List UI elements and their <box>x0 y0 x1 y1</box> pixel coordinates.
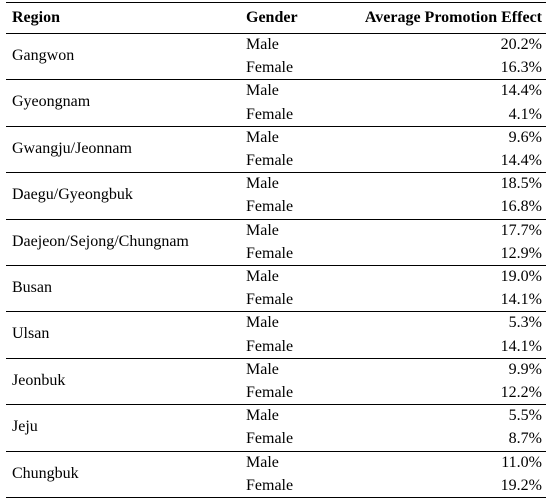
gender-cell: Male <box>246 36 279 53</box>
table-row: Female 19.2% <box>238 475 546 498</box>
table-row-group: Chungbuk Male 11.0% Female 19.2% <box>6 452 546 498</box>
gender-cell: Female <box>246 291 294 309</box>
effect-value-cell: 17.7% <box>500 221 542 239</box>
gender-cell: Male <box>246 82 279 100</box>
table-row: Female 16.8% <box>238 196 546 219</box>
region-cell: Jeju <box>12 418 38 436</box>
gender-cell: Female <box>246 105 294 123</box>
table-row: Female 14.4% <box>238 150 546 173</box>
effect-value-cell: 14.4% <box>500 151 542 169</box>
region-cell: Gwangju/Jeonnam <box>12 139 132 157</box>
gender-cell: Male <box>246 267 279 285</box>
header-average-promotion-effect: Average Promotion Effect <box>364 9 542 26</box>
table-row: Male 9.9% <box>238 359 546 382</box>
gender-cell: Female <box>246 476 294 494</box>
gender-cell: Female <box>246 59 294 77</box>
gender-cell: Female <box>246 198 294 216</box>
region-cell: Daegu/Gyeongbuk <box>12 186 133 204</box>
table-row-group: Gyeongnam Male 14.4% Female 4.1% <box>6 80 546 127</box>
table-row: Male 14.4% <box>238 80 546 103</box>
table-row: Female 12.2% <box>238 382 546 405</box>
region-cell: Daejeon/Sejong/Chungnam <box>12 232 189 250</box>
gender-cell: Female <box>246 430 294 448</box>
effect-value-cell: 20.2% <box>500 36 542 53</box>
gender-cell: Male <box>246 314 279 332</box>
gender-cell: Female <box>246 383 294 401</box>
gender-cell: Male <box>246 175 279 193</box>
gender-cell: Female <box>246 151 294 169</box>
table-row-group: Busan Male 19.0% Female 14.1% <box>6 266 546 313</box>
table-header-row: Region Gender Average Promotion Effect <box>6 2 546 34</box>
effect-value-cell: 19.2% <box>500 476 542 494</box>
gender-cell: Male <box>246 360 279 378</box>
table-row: Female 14.1% <box>238 289 546 312</box>
table-row: Female 12.9% <box>238 243 546 266</box>
region-cell: Jeonbuk <box>12 371 66 389</box>
table-row-group: Gwangju/Jeonnam Male 9.6% Female 14.4% <box>6 127 546 174</box>
table-row-group: Gangwon Male 20.2% Female 16.3% <box>6 34 546 81</box>
gender-cell: Female <box>246 244 294 262</box>
table-row: Male 18.5% <box>238 173 546 196</box>
effect-value-cell: 14.1% <box>500 337 542 355</box>
effect-value-cell: 9.9% <box>508 360 542 378</box>
effect-value-cell: 12.9% <box>500 244 542 262</box>
table-row-group: Ulsan Male 5.3% Female 14.1% <box>6 312 546 359</box>
effect-value-cell: 12.2% <box>500 383 542 401</box>
table-row-group: Daegu/Gyeongbuk Male 18.5% Female 16.8% <box>6 173 546 220</box>
header-region: Region <box>12 9 60 26</box>
table-body: Gangwon Male 20.2% Female 16.3% Gyeongnam Male… <box>6 34 546 498</box>
effect-value-cell: 8.7% <box>508 430 542 448</box>
table-row-group: Jeju Male 5.5% Female 8.7% <box>6 405 546 452</box>
effect-value-cell: 5.3% <box>508 314 542 332</box>
region-cell: Ulsan <box>12 325 50 343</box>
effect-value-cell: 14.1% <box>500 291 542 309</box>
table-row: Female 8.7% <box>238 428 546 451</box>
effect-value-cell: 5.5% <box>508 407 542 425</box>
effect-value-cell: 16.8% <box>500 198 542 216</box>
promotion-effect-table: Region Gender Average Promotion Effect G… <box>6 2 546 498</box>
gender-cell: Male <box>246 128 279 146</box>
table-row: Male 17.7% <box>238 220 546 243</box>
table-row: Male 9.6% <box>238 127 546 150</box>
table-row-group: Jeonbuk Male 9.9% Female 12.2% <box>6 359 546 406</box>
effect-value-cell: 9.6% <box>508 128 542 146</box>
table-row: Male 11.0% <box>238 452 546 475</box>
region-cell: Chungbuk <box>12 464 79 482</box>
region-cell: Gyeongnam <box>12 93 91 111</box>
region-cell: Busan <box>12 278 52 296</box>
effect-value-cell: 14.4% <box>500 82 542 100</box>
gender-cell: Male <box>246 407 279 425</box>
effect-value-cell: 19.0% <box>500 267 542 285</box>
effect-value-cell: 11.0% <box>501 453 542 471</box>
table-row: Female 14.1% <box>238 336 546 359</box>
effect-value-cell: 4.1% <box>508 105 542 123</box>
table-row-group: Daejeon/Sejong/Chungnam Male 17.7% Female 12… <box>6 220 546 266</box>
effect-value-cell: 18.5% <box>500 175 542 193</box>
gender-cell: Female <box>246 337 294 355</box>
table-row: Male 5.3% <box>238 312 546 335</box>
effect-value-cell: 16.3% <box>500 59 542 77</box>
region-cell: Gangwon <box>12 47 75 64</box>
table-row: Male 19.0% <box>238 266 546 289</box>
header-gender: Gender <box>246 9 298 26</box>
table-row: Female 4.1% <box>238 104 546 127</box>
gender-cell: Male <box>246 453 279 471</box>
gender-cell: Male <box>246 221 279 239</box>
table-row: Male 5.5% <box>238 405 546 428</box>
table-row: Male 20.2% <box>238 34 546 57</box>
table-row: Female 16.3% <box>238 57 546 80</box>
